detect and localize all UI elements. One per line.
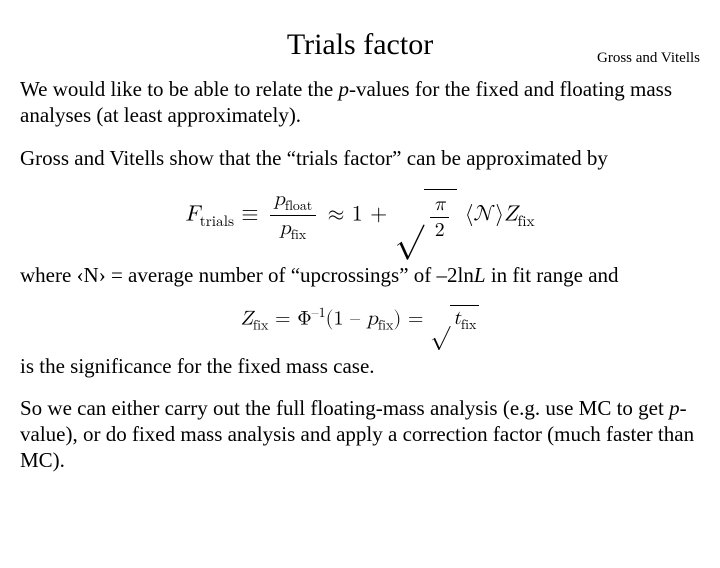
paragraph-1: We would like to be able to relate the p… [20,76,700,129]
sqrt-pi-over-2: √π2 [395,189,458,242]
phi-inverse-sup: –1 [312,306,326,320]
para3-text-b: = average number of “upcrossings” of –2l… [106,263,474,287]
l-symbol: L [474,263,486,287]
para1-text-a: We would like to be able to relate the [20,77,338,101]
p-value-symbol-2: p [669,396,680,420]
fix-sub-3: fix [378,318,394,332]
header-reference: Gross and Vitells [597,50,700,67]
f-symbol: F [185,203,199,225]
z-symbol: Z [504,203,517,225]
t-symbol: t [453,308,461,328]
rparen-eq: ) = [393,308,430,328]
avg-n-symbol: ⟨𝒩⟩ [465,203,504,225]
z-symbol-2: Z [241,308,253,328]
fraction-pfloat-pfix: pfloatpfix [270,187,316,245]
content-area: We would like to be able to relate the p… [0,76,720,474]
paragraph-4: is the significance for the fixed mass c… [20,353,700,379]
approx-sign: ≈ 1 + [320,203,394,225]
eq-phi: = Φ [268,308,311,328]
equiv-sign: ≡ [234,203,266,225]
para3-text-c: in fit range and [486,263,619,287]
formula-zfix: Zfix = Φ–1(1 – pfix) = √tfix [20,305,700,335]
avg-n-text: ‹N› [77,263,106,287]
trials-subscript: trials [200,214,234,229]
para5-text-a: So we can either carry out the full floa… [20,396,669,420]
lparen-text: (1 – [326,308,367,328]
float-sub: float [285,199,312,213]
p-symbol-2: p [367,308,378,328]
sqrt-tfix: √tfix [430,305,479,335]
formula-trials-factor: Ftrials ≡ pfloatpfix ≈ 1 + √π2 ⟨𝒩⟩Zfix [20,187,700,245]
paragraph-2: Gross and Vitells show that the “trials … [20,145,700,171]
paragraph-5: So we can either carry out the full floa… [20,395,700,474]
fix-sub-2: fix [253,318,269,332]
pi-symbol: π [430,192,450,218]
zfix-subscript: fix [517,214,534,229]
fix-sub: fix [291,228,306,242]
two-symbol: 2 [430,218,450,243]
fix-sub-4: fix [461,318,477,332]
paragraph-3: where ‹N› = average number of “upcrossin… [20,262,700,288]
p-num: p [274,189,285,209]
para3-text-a: where [20,263,77,287]
p-value-symbol: p [338,77,349,101]
p-den: p [280,218,291,238]
